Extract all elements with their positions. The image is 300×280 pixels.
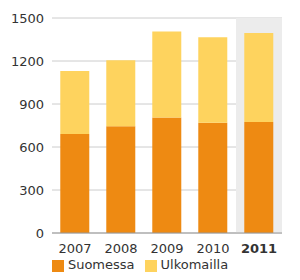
svg-text:1500: 1500 bbox=[11, 11, 44, 26]
svg-text:2007: 2007 bbox=[58, 241, 91, 256]
svg-text:900: 900 bbox=[19, 97, 44, 112]
svg-text:600: 600 bbox=[19, 140, 44, 155]
svg-text:2010: 2010 bbox=[196, 241, 229, 256]
html-text:Ulkomailla: Ulkomailla bbox=[160, 257, 229, 272]
svg-text:300: 300 bbox=[19, 183, 44, 198]
svg-text:2011: 2011 bbox=[241, 241, 277, 256]
html-text:Suomessa: Suomessa bbox=[67, 257, 135, 272]
svg-text:2009: 2009 bbox=[150, 241, 183, 256]
svg-text:0: 0 bbox=[36, 226, 44, 241]
svg-text:1200: 1200 bbox=[11, 54, 44, 69]
svg-text:2008: 2008 bbox=[104, 241, 137, 256]
